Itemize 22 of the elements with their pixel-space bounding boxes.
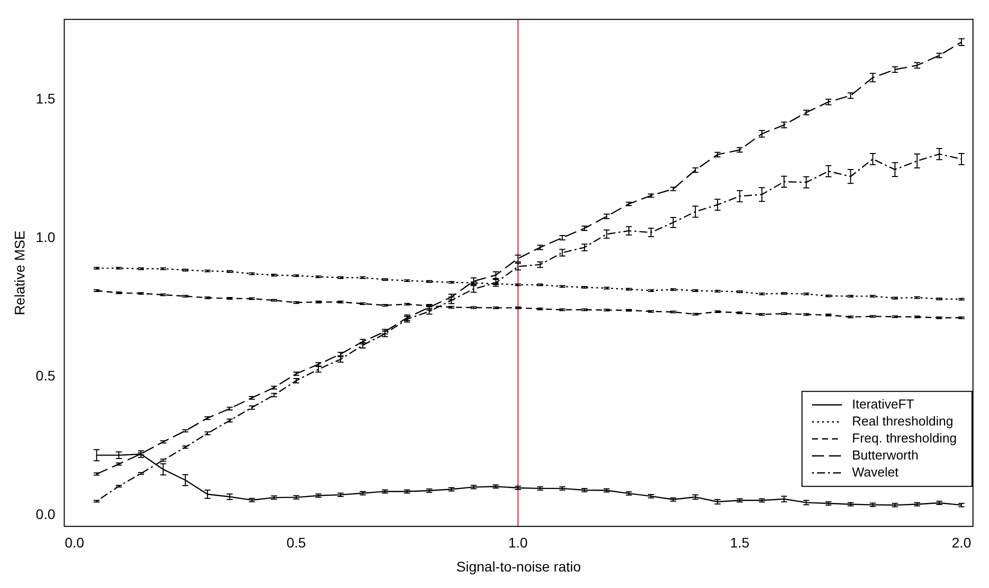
legend-label: Butterworth [852, 447, 918, 462]
x-tick-label: 0.0 [64, 534, 84, 551]
x-tick-label: 1.5 [730, 534, 750, 551]
x-tick-label: 2.0 [952, 534, 972, 551]
point [492, 279, 500, 287]
point [359, 342, 366, 348]
x-axis-title: Signal-to-noise ratio [456, 558, 582, 574]
y-tick-label: 1.5 [36, 90, 56, 107]
legend-label: Freq. thresholding [852, 430, 957, 446]
y-tick-label: 1.0 [36, 229, 56, 246]
x-tick-label: 1.0 [508, 534, 528, 551]
legend-label: Real thresholding [852, 413, 954, 428]
point [381, 330, 388, 338]
y-axis-title: Relative MSE [11, 230, 28, 316]
legend-label: Wavelet [852, 464, 899, 480]
y-tick-label: 0.5 [36, 368, 56, 384]
x-tick-label: 0.5 [286, 534, 306, 551]
point [470, 285, 478, 293]
point [426, 308, 433, 315]
point [514, 262, 522, 270]
y-tick-label: 0.0 [36, 506, 56, 522]
legend-label: IterativeFT [852, 396, 914, 412]
